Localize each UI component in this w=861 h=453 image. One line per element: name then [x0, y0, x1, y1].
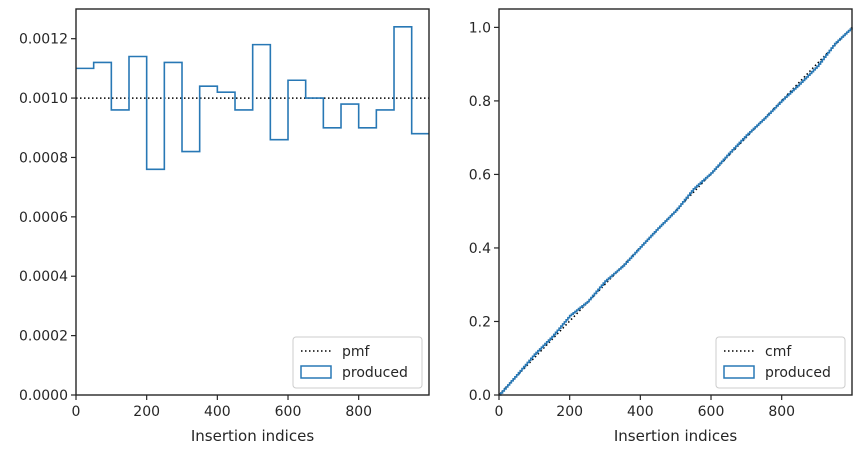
right-x-axis-label: Insertion indices	[614, 427, 737, 445]
right-produced-step-line	[499, 27, 853, 396]
right-x-tick-label: 800	[768, 404, 795, 420]
left-y-tick-label: 0.0002	[19, 329, 68, 345]
left-x-tick-label: 0	[72, 404, 81, 420]
right-x-tick-label: 600	[698, 404, 725, 420]
right-legend-cmf-label: cmf	[765, 344, 792, 360]
right-chart: 0 200 400 600 800 0.0 0.2 0.4 0.6 0.8 1.0 Inserti…	[469, 8, 853, 445]
left-y-tick-label: 0.0000	[19, 388, 68, 404]
left-y-ticks: 0.0000 0.0002 0.0004 0.0006 0.0008 0.0010 0.00…	[19, 32, 76, 404]
left-y-tick-label: 0.0006	[19, 210, 68, 226]
left-legend-produced-label: produced	[342, 365, 408, 381]
left-chart: 0 200 400 600 800 0.00000.00020.00040.00060.…	[19, 8, 430, 445]
right-x-ticks: 0 200 400 600 800	[495, 395, 795, 420]
left-y-tick-label: 0.0004	[19, 269, 68, 285]
right-y-tick-label: 0.8	[469, 94, 491, 110]
left-legend-pmf-label: pmf	[342, 344, 371, 360]
left-legend: pmf produced	[292, 336, 423, 389]
left-x-tick-label: 200	[133, 404, 160, 420]
right-x-tick-label: 400	[627, 404, 654, 420]
left-legend-box	[292, 336, 423, 389]
right-y-tick-label: 1.0	[469, 20, 491, 36]
left-plot-frame	[75, 8, 430, 396]
right-series-reference	[498, 26, 853, 396]
left-y-tick-label: 0.0008	[19, 150, 68, 166]
right-legend-produced-label: produced	[765, 365, 831, 381]
right-legend-box	[715, 336, 846, 389]
left-x-tick-label: 400	[204, 404, 231, 420]
left-x-tick-label: 800	[345, 404, 372, 420]
right-cmf-line	[498, 26, 853, 396]
right-series-produced	[499, 27, 853, 396]
right-y-tick-label: 0.2	[469, 314, 491, 330]
right-y-tick-label: 0.0	[469, 388, 491, 404]
left-x-ticks: 0 200 400 600 800	[72, 395, 372, 420]
right-y-tick-label: 0.4	[469, 241, 491, 257]
left-y-tick-label: 0.0012	[19, 32, 68, 48]
right-legend: cmf produced	[715, 336, 846, 389]
left-x-tick-label: 600	[275, 404, 302, 420]
left-produced-step-line	[76, 26, 429, 171]
right-y-tick-label: 0.6	[469, 167, 491, 183]
right-x-tick-label: 0	[495, 404, 504, 420]
right-plot-frame	[498, 8, 853, 396]
left-series-produced	[76, 26, 429, 171]
right-legend-produced-swatch	[723, 365, 755, 379]
right-x-tick-label: 200	[556, 404, 583, 420]
left-legend-produced-swatch	[300, 365, 332, 379]
left-y-tick-label: 0.0010	[19, 91, 68, 107]
left-x-axis-label: Insertion indices	[191, 427, 314, 445]
right-y-ticks: 0.0 0.2 0.4 0.6 0.8 1.0	[469, 20, 499, 404]
